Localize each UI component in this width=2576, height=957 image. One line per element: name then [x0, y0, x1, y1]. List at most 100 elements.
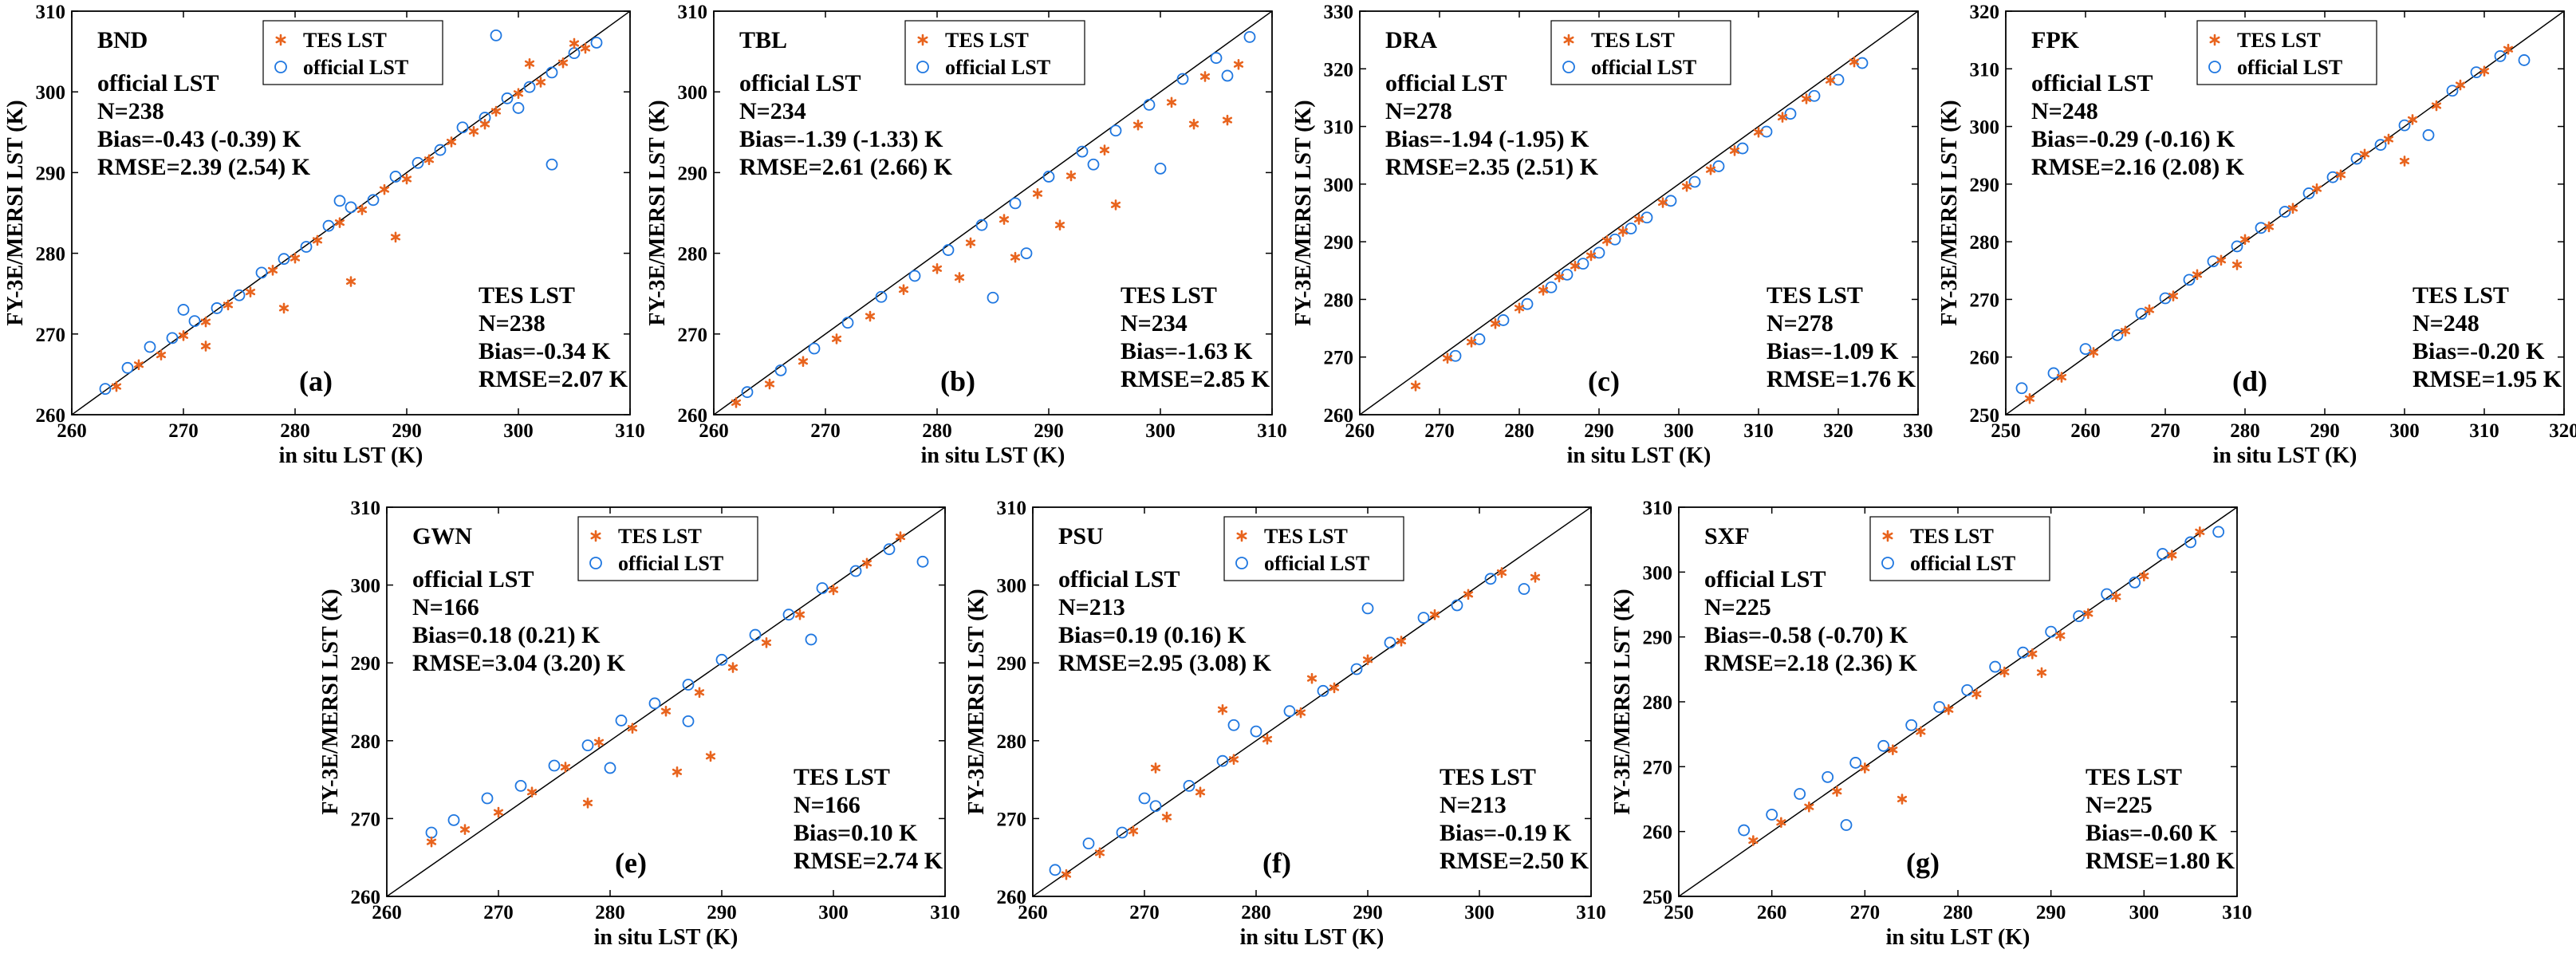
tes-point — [2231, 259, 2243, 270]
tes-point — [798, 356, 809, 368]
official-point — [1451, 599, 1463, 612]
tes-point — [2055, 630, 2066, 641]
site-label: BND — [97, 27, 148, 53]
official-point — [1042, 171, 1055, 183]
tes-point — [1860, 762, 1870, 774]
tes-point — [1832, 786, 1842, 798]
tes-point — [1199, 71, 1211, 82]
y-tick-label: 290 — [1324, 232, 1354, 254]
official-point — [2135, 308, 2148, 320]
official-point — [1808, 89, 1821, 102]
x-tick-label: 300 — [1145, 420, 1176, 442]
official-point — [1688, 175, 1701, 188]
tes-n: N=234 — [1121, 310, 1188, 337]
y-tick-label: 310 — [1643, 498, 1673, 519]
tes-point — [1897, 794, 1908, 805]
legend: TES LST official LST — [577, 516, 758, 581]
official-point — [278, 253, 290, 266]
tes-point — [468, 125, 479, 137]
official-point — [1521, 297, 1534, 310]
site-label: PSU — [1058, 523, 1104, 549]
official-point — [2073, 610, 2086, 623]
tes-point — [1585, 250, 1597, 262]
tes-point — [1463, 589, 1474, 601]
x-tick-label: 300 — [2389, 420, 2420, 442]
tes-point — [1262, 734, 1273, 745]
tes-point — [2216, 254, 2227, 266]
y-axis-label: FY-3E/MERSI LST (K) — [318, 589, 343, 814]
x-tick-label: 290 — [1353, 902, 1383, 924]
tes-point — [1825, 74, 1836, 86]
y-tick-label: 270 — [678, 325, 708, 346]
official-point — [1020, 247, 1033, 260]
official-point — [2446, 85, 2459, 97]
tes-point — [2024, 392, 2035, 404]
official-point — [849, 565, 862, 577]
y-tick-label: 270 — [997, 809, 1027, 830]
tes-point — [2399, 156, 2410, 167]
official-point — [1712, 160, 1725, 172]
x-tick-label: 280 — [922, 420, 952, 442]
x-axis-label: in situ LST (K) — [1567, 443, 1711, 468]
tes-point — [1554, 271, 1565, 283]
tes-point — [1128, 825, 1139, 837]
axes-box — [2005, 10, 2565, 415]
tes-point — [524, 57, 535, 69]
tes-point — [2144, 304, 2155, 316]
official-point — [581, 739, 594, 752]
tes-point — [1188, 118, 1199, 130]
official-point — [1840, 819, 1853, 831]
official-point — [1210, 52, 1223, 65]
legend-tes-marker — [275, 33, 286, 46]
tes-point — [2359, 148, 2370, 160]
tes-point — [535, 77, 546, 88]
legend-official-marker — [1881, 557, 1894, 569]
official-point — [1076, 145, 1089, 158]
tes-title: TES LST — [479, 282, 575, 309]
tes-point — [133, 359, 144, 371]
y-tick-label: 300 — [678, 82, 708, 104]
y-tick-label: 290 — [351, 653, 381, 675]
official-point — [604, 762, 616, 774]
tes-n: N=278 — [1767, 310, 1834, 337]
x-tick-label: 290 — [2036, 902, 2066, 924]
tes-point — [954, 272, 965, 283]
official-point — [1250, 725, 1262, 738]
tes-n: N=238 — [479, 310, 546, 337]
x-tick-label: 250 — [1991, 420, 2021, 442]
tes-rmse: RMSE=2.85 K — [1121, 366, 1270, 392]
tes-point — [1466, 337, 1477, 348]
tes-point — [1222, 114, 1233, 126]
tes-point — [761, 637, 772, 648]
tes-point — [1094, 847, 1105, 859]
official-bias: Bias=-0.29 (-0.16) K — [2031, 126, 2235, 152]
official-point — [2398, 119, 2411, 132]
one-to-one-line — [1360, 11, 1918, 415]
panel-bnd: 260 270 280 290 300 310 260 270 280 290 300 310 in s… — [3, 2, 645, 468]
official-point — [300, 241, 313, 253]
legend-official-label: official LST — [1591, 56, 1696, 79]
tes-point — [490, 105, 502, 117]
tes-point — [1166, 96, 1177, 108]
x-tick-label: 290 — [392, 420, 422, 442]
y-tick-label: 320 — [1970, 2, 2000, 23]
official-point — [1227, 719, 1240, 731]
x-tick-label: 290 — [1584, 420, 1614, 442]
official-point — [2374, 139, 2387, 152]
one-to-one-line — [2006, 11, 2564, 415]
official-point — [1738, 824, 1751, 837]
y-tick-label: 300 — [997, 576, 1027, 597]
one-to-one-line — [1033, 507, 1591, 896]
tes-point — [2027, 648, 2038, 660]
x-tick-label: 260 — [1757, 902, 1787, 924]
official-point — [548, 759, 561, 772]
official-title: official LST — [97, 70, 219, 96]
y-tick-label: 290 — [678, 163, 708, 184]
x-tick-label: 310 — [2469, 420, 2499, 442]
tes-point — [705, 750, 716, 762]
site-label: SXF — [1704, 523, 1750, 549]
legend-tes-label: TES LST — [1591, 29, 1675, 52]
legend-box — [2196, 20, 2377, 85]
x-tick-label: 260 — [699, 420, 729, 442]
official-point — [2015, 382, 2028, 395]
